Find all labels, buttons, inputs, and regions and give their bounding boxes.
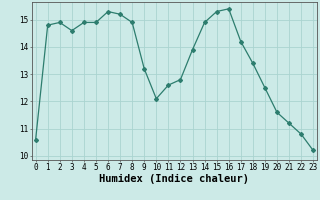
X-axis label: Humidex (Indice chaleur): Humidex (Indice chaleur) [100, 174, 249, 184]
